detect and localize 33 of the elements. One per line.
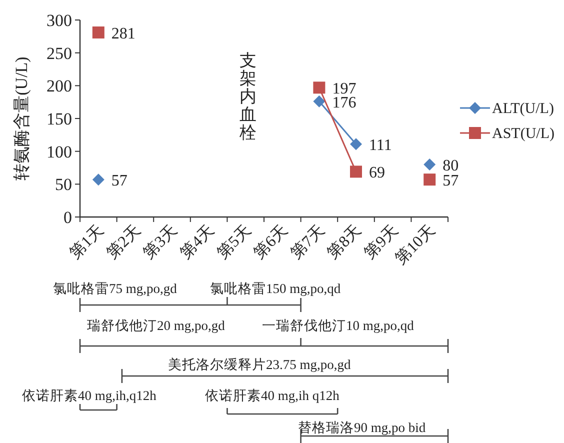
point <box>92 174 104 186</box>
y-tick-label: 150 <box>46 110 72 128</box>
text: 氯吡格雷150 mg,po,qd <box>210 281 341 296</box>
point <box>424 174 436 186</box>
y-tick-label: 50 <box>55 175 72 194</box>
data-label: 69 <box>369 164 385 182</box>
point <box>313 82 326 94</box>
point <box>424 158 436 170</box>
point <box>350 166 362 178</box>
point <box>313 95 326 108</box>
text: 替格瑞洛90 mg,po bid <box>298 420 426 435</box>
text: 依诺肝素40 mg,ih q12h <box>205 388 340 403</box>
text: 一瑞舒伐他汀10 mg,po,qd <box>262 318 414 333</box>
y-axis-title: 转氨酶含量(U/L) <box>12 56 31 180</box>
legend-label: AST(U/L) <box>492 126 554 142</box>
data-label: 111 <box>369 137 392 154</box>
point <box>350 138 362 150</box>
legend-label: ALT(U/L) <box>492 101 554 117</box>
text: 氯吡格雷75 mg,po,gd <box>53 281 178 296</box>
data-label: 57 <box>442 172 459 190</box>
annotation: 支架内血栓 <box>238 51 256 142</box>
y-tick-label: 100 <box>46 142 72 162</box>
y-tick-label: 250 <box>46 44 72 63</box>
text: 瑞舒伐他汀20 mg,po,gd <box>87 318 226 333</box>
y-tick-label: 300 <box>46 11 72 30</box>
text: 依诺肝素40 mg,ih,q12h <box>22 388 157 403</box>
point <box>92 26 104 38</box>
data-label: 281 <box>111 25 136 42</box>
data-label: 80 <box>442 157 459 174</box>
y-tick-label: 0 <box>64 208 72 227</box>
y-tick-label: 200 <box>46 76 72 96</box>
data-label: 57 <box>111 172 128 190</box>
text: 美托洛尔缓释片23.75 mg,po,gd <box>168 357 351 372</box>
